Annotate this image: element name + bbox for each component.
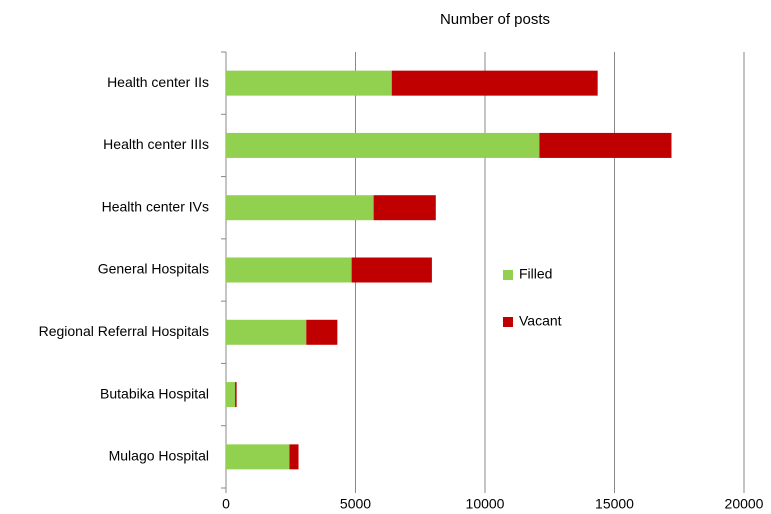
x-tick-label: 0: [222, 496, 230, 512]
chart-title: Number of posts: [440, 11, 550, 28]
legend-label: Filled: [519, 266, 552, 282]
bar-segment: [539, 132, 672, 158]
y-tick-label: Health center IIIs: [103, 136, 209, 152]
legend-label: Vacant: [519, 313, 562, 329]
bar-segment: [226, 382, 236, 408]
bar-segment: [351, 257, 432, 283]
bar-segment: [226, 257, 352, 283]
y-tick-label: Health center IIs: [107, 74, 209, 90]
bar-segment: [226, 319, 307, 345]
x-tick-label: 5000: [340, 496, 371, 512]
bar-segment: [235, 382, 237, 408]
y-tick-label: Butabika Hospital: [100, 385, 209, 401]
y-tick-label: Mulago Hospital: [109, 448, 209, 464]
bar-segment: [373, 195, 436, 221]
y-tick-label: Health center IVs: [102, 198, 209, 214]
bar-segment: [226, 132, 540, 158]
legend-swatch: [503, 270, 513, 280]
bar-segment: [289, 444, 299, 470]
x-tick-label: 20000: [725, 496, 764, 512]
y-tick-label: General Hospitals: [98, 261, 209, 277]
bar-segment: [226, 70, 392, 96]
bar-segment: [226, 444, 290, 470]
bar-segment: [391, 70, 598, 96]
bar-segment: [226, 195, 374, 221]
y-tick-label: Regional Referral Hospitals: [39, 323, 209, 339]
legend-swatch: [503, 317, 513, 327]
bar-segment: [306, 319, 338, 345]
x-tick-label: 10000: [466, 496, 505, 512]
x-tick-label: 15000: [595, 496, 634, 512]
